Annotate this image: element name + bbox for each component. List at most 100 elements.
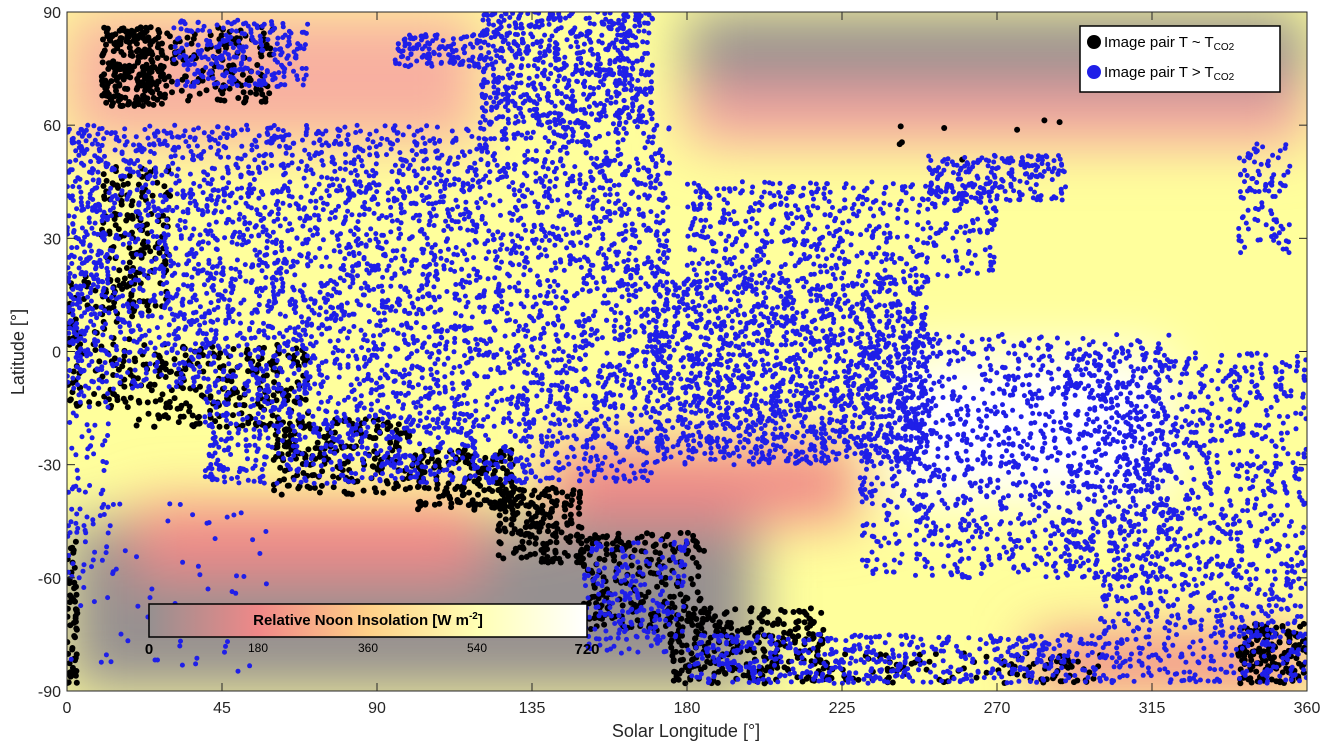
tco2-equal-point — [671, 548, 678, 555]
tco2-greater-point — [409, 300, 415, 306]
tco2-equal-point — [712, 613, 718, 620]
tco2-equal-point — [592, 532, 599, 539]
tco2-greater-point — [220, 175, 226, 181]
tco2-equal-point — [305, 446, 312, 453]
tco2-equal-point — [898, 139, 905, 146]
tco2-greater-point — [536, 314, 542, 320]
tco2-greater-point — [89, 225, 95, 231]
tco2-equal-point — [558, 529, 565, 536]
tco2-greater-point — [536, 245, 542, 251]
tco2-greater-point — [92, 185, 98, 191]
tco2-greater-point — [348, 382, 354, 388]
tco2-greater-point — [296, 382, 302, 388]
tco2-greater-point — [654, 176, 660, 182]
tco2-greater-point — [553, 294, 559, 300]
tco2-equal-point — [319, 468, 326, 475]
tco2-equal-point — [121, 66, 128, 73]
tco2-greater-point — [648, 209, 654, 215]
tco2-greater-point — [373, 231, 379, 237]
tco2-greater-point — [506, 273, 512, 279]
tco2-greater-point — [396, 226, 402, 232]
tco2-equal-point — [180, 413, 187, 420]
tco2-equal-point — [707, 605, 714, 612]
tco2-greater-point — [411, 132, 417, 138]
tco2-greater-point — [158, 314, 164, 320]
tco2-greater-point — [304, 163, 310, 169]
tco2-greater-point — [377, 375, 383, 381]
tco2-greater-point — [309, 190, 315, 196]
tco2-equal-point — [497, 540, 504, 547]
tco2-greater-point — [359, 163, 365, 169]
tco2-greater-point — [350, 348, 356, 354]
tco2-greater-point — [602, 293, 608, 299]
tco2-greater-point — [574, 139, 580, 145]
tco2-equal-point — [576, 488, 583, 495]
tco2-greater-point — [319, 372, 325, 378]
tco2-greater-point — [190, 356, 196, 362]
tco2-greater-point — [92, 337, 98, 343]
tco2-greater-point — [237, 269, 243, 275]
tco2-equal-point — [107, 37, 114, 44]
tco2-greater-point — [434, 181, 440, 187]
tco2-greater-point — [432, 361, 438, 367]
tco2-greater-point — [239, 185, 245, 191]
tco2-greater-point — [438, 178, 444, 184]
tco2-greater-point — [318, 195, 324, 201]
tco2-greater-point — [303, 346, 309, 352]
tco2-greater-point — [348, 170, 354, 176]
tco2-greater-point — [354, 376, 360, 382]
tco2-greater-point — [143, 182, 149, 188]
tco2-greater-point — [478, 145, 484, 151]
tco2-greater-point — [605, 300, 611, 306]
tco2-greater-point — [522, 203, 528, 209]
tco2-equal-point — [502, 528, 509, 535]
tco2-equal-point — [149, 59, 156, 66]
tco2-greater-point — [546, 138, 552, 144]
tco2-greater-point — [85, 294, 91, 300]
tco2-greater-point — [141, 272, 147, 278]
tco2-greater-point — [354, 356, 360, 362]
tco2-greater-point — [641, 325, 647, 331]
tco2-greater-point — [429, 245, 435, 250]
tco2-equal-point — [137, 25, 144, 32]
tco2-greater-point — [376, 310, 381, 316]
tco2-equal-point — [120, 52, 127, 58]
tco2-greater-point — [245, 127, 251, 133]
tco2-greater-point — [175, 262, 181, 268]
tco2-equal-point — [601, 621, 608, 628]
tco2-greater-point — [74, 245, 80, 250]
tco2-equal-point — [122, 94, 129, 101]
tco2-greater-point — [534, 354, 540, 360]
tco2-greater-point — [252, 335, 258, 341]
tco2-greater-point — [413, 185, 419, 191]
tco2-greater-point — [457, 363, 463, 369]
tco2-greater-point — [166, 384, 172, 390]
tco2-equal-point — [693, 628, 700, 635]
tco2-greater-point — [86, 215, 92, 221]
tco2-equal-point — [73, 625, 80, 632]
tco2-greater-point — [546, 238, 552, 243]
tco2-equal-point — [99, 59, 106, 66]
tco2-greater-point — [641, 385, 647, 391]
tco2-greater-point — [67, 368, 73, 373]
tco2-greater-point — [67, 308, 71, 314]
tco2-greater-point — [371, 340, 377, 346]
tco2-greater-point — [188, 299, 194, 305]
tco2-equal-point — [185, 97, 192, 104]
tco2-greater-point — [101, 136, 107, 142]
tco2-equal-point — [745, 629, 752, 636]
tco2-greater-point — [433, 262, 439, 267]
tco2-greater-point — [420, 294, 426, 300]
tco2-equal-point — [479, 465, 486, 472]
tco2-greater-point — [301, 206, 307, 212]
tco2-greater-point — [151, 151, 157, 156]
tco2-equal-point — [330, 473, 337, 480]
tco2-equal-point — [667, 639, 674, 646]
tco2-greater-point — [390, 248, 396, 254]
tco2-greater-point — [224, 125, 230, 131]
tco2-greater-point — [171, 317, 177, 323]
tco2-greater-point — [300, 319, 305, 325]
tco2-greater-point — [223, 350, 229, 356]
tco2-greater-point — [346, 329, 352, 335]
tco2-greater-point — [206, 222, 212, 228]
